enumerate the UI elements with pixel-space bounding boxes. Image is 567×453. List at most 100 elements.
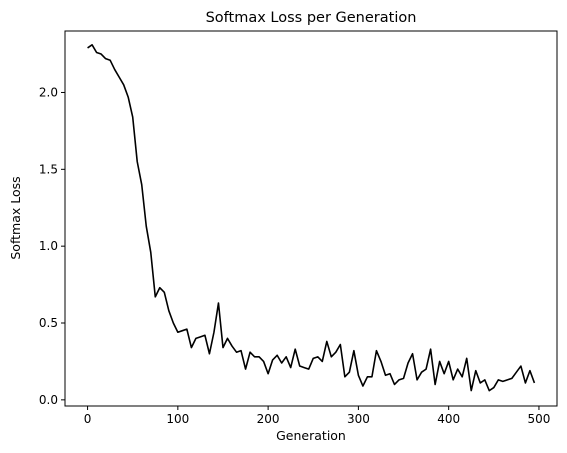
data-point [159,287,161,289]
data-point [457,368,459,370]
data-point [136,161,138,163]
series-layer [87,44,536,392]
y-axis-label: Softmax Loss [8,176,23,259]
data-point [425,368,427,370]
data-point [227,338,229,340]
data-point [285,356,287,358]
data-point [362,385,364,387]
data-point [498,379,500,381]
data-point [335,351,337,353]
data-point [123,84,125,86]
data-point [154,296,156,298]
data-point [222,347,224,349]
data-point [276,354,278,356]
plot-area-frame [64,30,558,407]
data-point [191,347,193,349]
data-point [263,361,265,363]
data-point [182,330,184,332]
data-point [317,356,319,358]
data-point [100,53,102,55]
data-point [164,291,166,293]
data-point [507,379,509,381]
data-point [529,370,531,372]
data-point [371,376,373,378]
x-tick-label: 100 [166,412,189,426]
data-point [145,225,147,227]
data-point [213,331,215,333]
chart-title: Softmax Loss per Generation [206,10,417,26]
data-point [326,341,328,343]
data-point [186,328,188,330]
x-tick-label: 400 [437,412,460,426]
data-point [340,344,342,346]
data-point [331,356,333,358]
data-point [105,58,107,60]
data-point [511,378,513,380]
x-tick-label: 500 [527,412,550,426]
data-point [209,353,211,355]
data-point [290,367,292,369]
data-point [398,379,400,381]
data-point [484,379,486,381]
data-point [520,365,522,367]
data-point [443,373,445,375]
data-point [249,351,251,353]
data-point [349,371,351,373]
data-point [114,69,116,71]
data-point [109,59,111,61]
data-point [394,384,396,386]
data-point [516,371,518,373]
x-tick-label: 0 [84,412,92,426]
data-point [412,353,414,355]
data-point [150,252,152,254]
data-point [127,96,129,98]
data-point [470,390,472,392]
data-point [430,348,432,350]
y-tick-label: 1.5 [39,162,58,176]
data-point [231,345,233,347]
data-point [367,376,369,378]
x-axis-label: Generation [276,428,346,443]
data-point [385,374,387,376]
loss-series-line [87,44,536,392]
data-point [303,367,305,369]
data-point [475,370,477,372]
data-point [308,368,310,370]
data-point [439,361,441,363]
data-point [87,47,89,49]
x-axis: 0 100 200 300 400 500 [84,406,550,426]
data-point [376,350,378,352]
data-point [479,382,481,384]
data-point [389,373,391,375]
data-point [312,358,314,360]
data-point [358,374,360,376]
y-tick-label: 0.5 [39,316,58,330]
y-axis: 0.0 0.5 1.0 1.5 2.0 [39,85,65,407]
data-point [488,390,490,392]
data-point [177,331,179,333]
x-tick-label: 300 [347,412,370,426]
data-point [91,44,93,46]
data-point [493,387,495,389]
y-tick-label: 0.0 [39,393,58,407]
data-point [173,322,175,324]
data-point [132,116,134,118]
data-point [200,336,202,338]
data-point [281,362,283,364]
data-point [254,356,256,358]
data-point [421,371,423,373]
data-point [448,361,450,363]
data-point [344,376,346,378]
data-point [236,351,238,353]
data-point [294,348,296,350]
data-point [534,382,536,384]
data-point [416,379,418,381]
data-point [195,338,197,340]
data-point [525,382,527,384]
data-point [272,359,274,361]
data-point [466,358,468,360]
data-point [502,381,504,383]
data-point [267,373,269,375]
data-point [407,362,409,364]
data-point [240,350,242,352]
